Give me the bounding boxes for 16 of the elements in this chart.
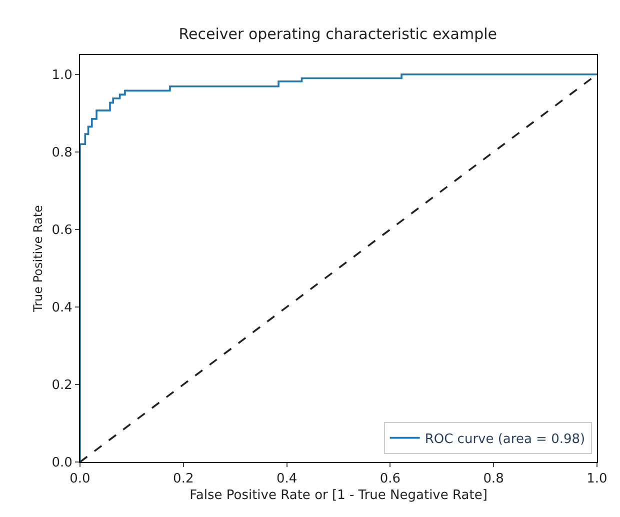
y-tick-label: 0.8 <box>52 145 72 160</box>
x-tick-label: 1.0 <box>586 472 608 487</box>
x-tick-label: 0.0 <box>70 472 90 487</box>
x-tick-label: 0.2 <box>173 472 194 487</box>
legend-label: ROC curve (area = 0.98) <box>424 432 586 447</box>
y-axis-title: True Positive Rate <box>31 205 46 313</box>
y-tick-label: 0.4 <box>52 300 72 316</box>
y-tick-label: 1.0 <box>52 68 72 83</box>
y-tick-label: 0.6 <box>52 222 72 238</box>
chart-title: Receiver operating characteristic example <box>178 24 498 43</box>
y-tick-label: 0.0 <box>52 456 72 471</box>
y-tick-label: 0.2 <box>52 378 72 394</box>
x-tick-label: 0.4 <box>276 472 298 487</box>
x-axis-title: False Positive Rate or [1 - True Negative Rate] <box>190 488 488 504</box>
x-tick-label: 0.8 <box>483 472 504 487</box>
x-tick-label: 0.6 <box>380 472 401 487</box>
